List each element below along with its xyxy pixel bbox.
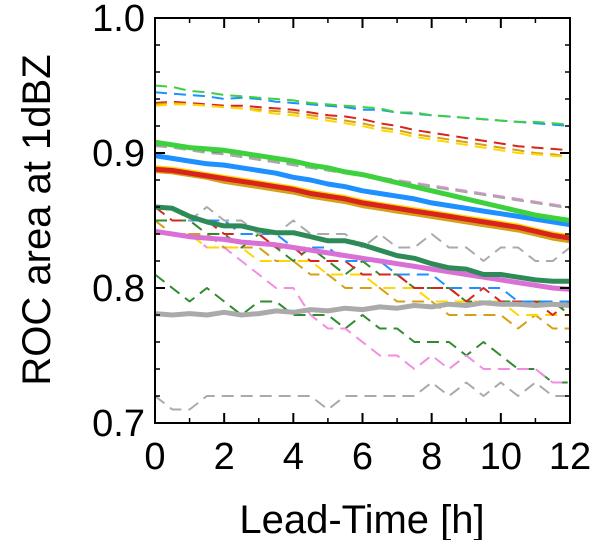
x-tick-label: 6 xyxy=(352,436,373,478)
solid-series-line-18 xyxy=(154,300,571,318)
dashed-series-line-4 xyxy=(154,219,570,330)
y-axis-label: ROC area at 1dBZ xyxy=(15,54,59,385)
solid-series-line-21 xyxy=(154,168,571,244)
dashed-series-line-3 xyxy=(154,381,570,411)
solid-series-line-19 xyxy=(154,228,571,292)
dashed-series-line-11 xyxy=(154,84,571,126)
dashed-series-line-13 xyxy=(154,102,571,158)
x-tick-label: 0 xyxy=(144,436,165,478)
y-tick-label: 0.8 xyxy=(92,268,145,310)
x-tick-label: 10 xyxy=(480,436,522,478)
x-tick-label: 12 xyxy=(549,436,591,478)
y-tick-label: 0.7 xyxy=(92,403,145,445)
dashed-series-line-14 xyxy=(154,103,571,158)
solid-series-line-24 xyxy=(154,153,571,228)
dashed-series-line-9 xyxy=(155,206,571,262)
series-layer xyxy=(154,84,571,411)
y-tick-label: 0.9 xyxy=(92,133,145,175)
solid-series-line-20 xyxy=(154,204,570,284)
axes-layer: 0 2 4 6 8 10 12 0.7 0.8 0.9 1.0 xyxy=(92,0,591,478)
x-tick-label: 2 xyxy=(214,436,235,478)
y-tick-label: 1.0 xyxy=(92,0,145,40)
dashed-series-line-10 xyxy=(154,91,571,127)
dashed-series-line-12 xyxy=(154,100,571,152)
x-tick-label: 8 xyxy=(421,436,442,478)
x-tick-label: 4 xyxy=(283,436,304,478)
x-axis-label: Lead-Time [h] xyxy=(239,498,484,540)
solid-series-line-23 xyxy=(154,166,571,241)
dashed-series-line-6 xyxy=(155,219,571,316)
dashed-series-line-7 xyxy=(154,206,571,316)
dashed-series-line-1 xyxy=(154,273,570,384)
solid-series-line-25 xyxy=(154,139,571,223)
